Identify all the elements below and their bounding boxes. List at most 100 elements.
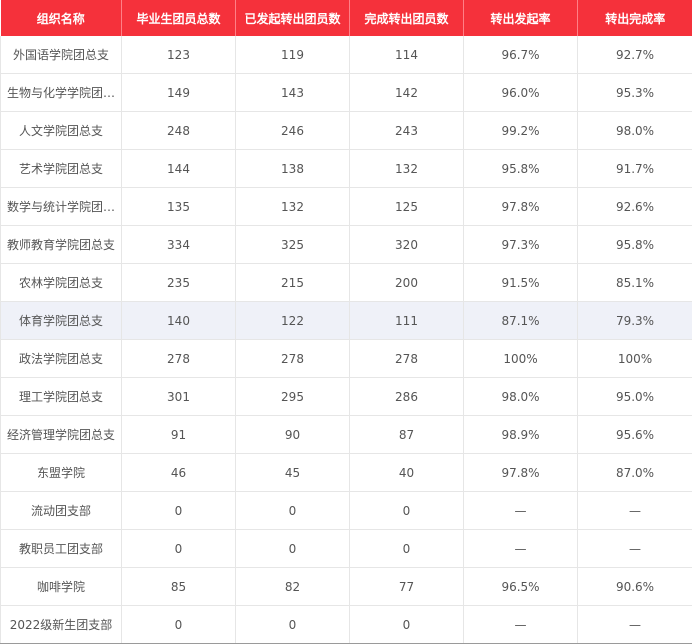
graduate-members-cell: 0 [122, 530, 236, 568]
org-name-cell: 教师教育学院团总支 [1, 226, 122, 264]
transfer-completed-cell: 114 [350, 36, 464, 74]
org-name-cell: 经济管理学院团总支 [1, 416, 122, 454]
transfer-initiated-cell: 138 [236, 150, 350, 188]
transfer-initiated-cell: 215 [236, 264, 350, 302]
completion-rate-cell: 91.7% [578, 150, 692, 188]
initiation-rate-cell: 99.2% [464, 112, 578, 150]
transfer-completed-cell: 278 [350, 340, 464, 378]
transfer-completed-cell: 286 [350, 378, 464, 416]
org-name-cell: 理工学院团总支 [1, 378, 122, 416]
transfer-initiated-cell: 143 [236, 74, 350, 112]
graduate-members-cell: 301 [122, 378, 236, 416]
transfer-initiated-cell: 278 [236, 340, 350, 378]
transfer-initiated-cell: 45 [236, 454, 350, 492]
graduate-members-cell: 0 [122, 606, 236, 644]
org-name-cell: 艺术学院团总支 [1, 150, 122, 188]
transfer-completed-cell: 320 [350, 226, 464, 264]
transfer-initiated-cell: 0 [236, 492, 350, 530]
header-initiation-rate[interactable]: 转出发起率 [464, 0, 578, 36]
completion-rate-cell: 92.6% [578, 188, 692, 226]
transfer-initiated-cell: 246 [236, 112, 350, 150]
completion-rate-cell: 79.3% [578, 302, 692, 340]
transfer-initiated-cell: 90 [236, 416, 350, 454]
org-name-cell: 政法学院团总支 [1, 340, 122, 378]
graduate-members-cell: 144 [122, 150, 236, 188]
completion-rate-cell: — [578, 530, 692, 568]
header-org-name[interactable]: 组织名称 [1, 0, 122, 36]
graduate-members-cell: 46 [122, 454, 236, 492]
transfer-completed-cell: 125 [350, 188, 464, 226]
graduate-members-cell: 123 [122, 36, 236, 74]
completion-rate-cell: — [578, 606, 692, 644]
header-transfer-completed[interactable]: 完成转出团员数 [350, 0, 464, 36]
org-name-cell: 人文学院团总支 [1, 112, 122, 150]
initiation-rate-cell: 100% [464, 340, 578, 378]
initiation-rate-cell: 87.1% [464, 302, 578, 340]
completion-rate-cell: 98.0% [578, 112, 692, 150]
transfer-initiated-cell: 0 [236, 530, 350, 568]
initiation-rate-cell: 96.0% [464, 74, 578, 112]
initiation-rate-cell: 95.8% [464, 150, 578, 188]
initiation-rate-cell: — [464, 530, 578, 568]
transfer-completed-cell: 111 [350, 302, 464, 340]
initiation-rate-cell: 96.5% [464, 568, 578, 606]
graduate-members-cell: 0 [122, 492, 236, 530]
initiation-rate-cell: 96.7% [464, 36, 578, 74]
transfer-initiated-cell: 295 [236, 378, 350, 416]
initiation-rate-cell: 97.8% [464, 454, 578, 492]
org-name-cell: 外国语学院团总支 [1, 36, 122, 74]
org-name-cell: 2022级新生团支部 [1, 606, 122, 644]
transfer-completed-cell: 243 [350, 112, 464, 150]
transfer-initiated-cell: 132 [236, 188, 350, 226]
org-name-cell: 数学与统计学院团… [1, 188, 122, 226]
header-transfer-initiated[interactable]: 已发起转出团员数 [236, 0, 350, 36]
completion-rate-cell: 95.0% [578, 378, 692, 416]
transfer-completed-cell: 40 [350, 454, 464, 492]
transfer-completed-cell: 87 [350, 416, 464, 454]
org-name-cell: 教职员工团支部 [1, 530, 122, 568]
header-completion-rate[interactable]: 转出完成率 [578, 0, 692, 36]
initiation-rate-cell: — [464, 492, 578, 530]
org-name-cell: 流动团支部 [1, 492, 122, 530]
header-graduate-members[interactable]: 毕业生团员总数 [122, 0, 236, 36]
transfer-completed-cell: 77 [350, 568, 464, 606]
transfer-initiated-cell: 325 [236, 226, 350, 264]
transfer-initiated-cell: 82 [236, 568, 350, 606]
graduate-members-cell: 235 [122, 264, 236, 302]
graduate-members-cell: 248 [122, 112, 236, 150]
initiation-rate-cell: 97.3% [464, 226, 578, 264]
completion-rate-cell: 95.8% [578, 226, 692, 264]
graduate-members-cell: 149 [122, 74, 236, 112]
transfer-completed-cell: 0 [350, 492, 464, 530]
transfer-initiated-cell: 119 [236, 36, 350, 74]
org-name-cell: 生物与化学学院团… [1, 74, 122, 112]
org-name-cell: 咖啡学院 [1, 568, 122, 606]
initiation-rate-cell: — [464, 606, 578, 644]
transfer-completed-cell: 200 [350, 264, 464, 302]
completion-rate-cell: 100% [578, 340, 692, 378]
transfer-completed-cell: 0 [350, 530, 464, 568]
header-row: 组织名称 毕业生团员总数 已发起转出团员数 完成转出团员数 转出发起率 转出完成… [1, 0, 692, 36]
transfer-completed-cell: 0 [350, 606, 464, 644]
completion-rate-cell: 92.7% [578, 36, 692, 74]
org-name-cell: 东盟学院 [1, 454, 122, 492]
initiation-rate-cell: 97.8% [464, 188, 578, 226]
